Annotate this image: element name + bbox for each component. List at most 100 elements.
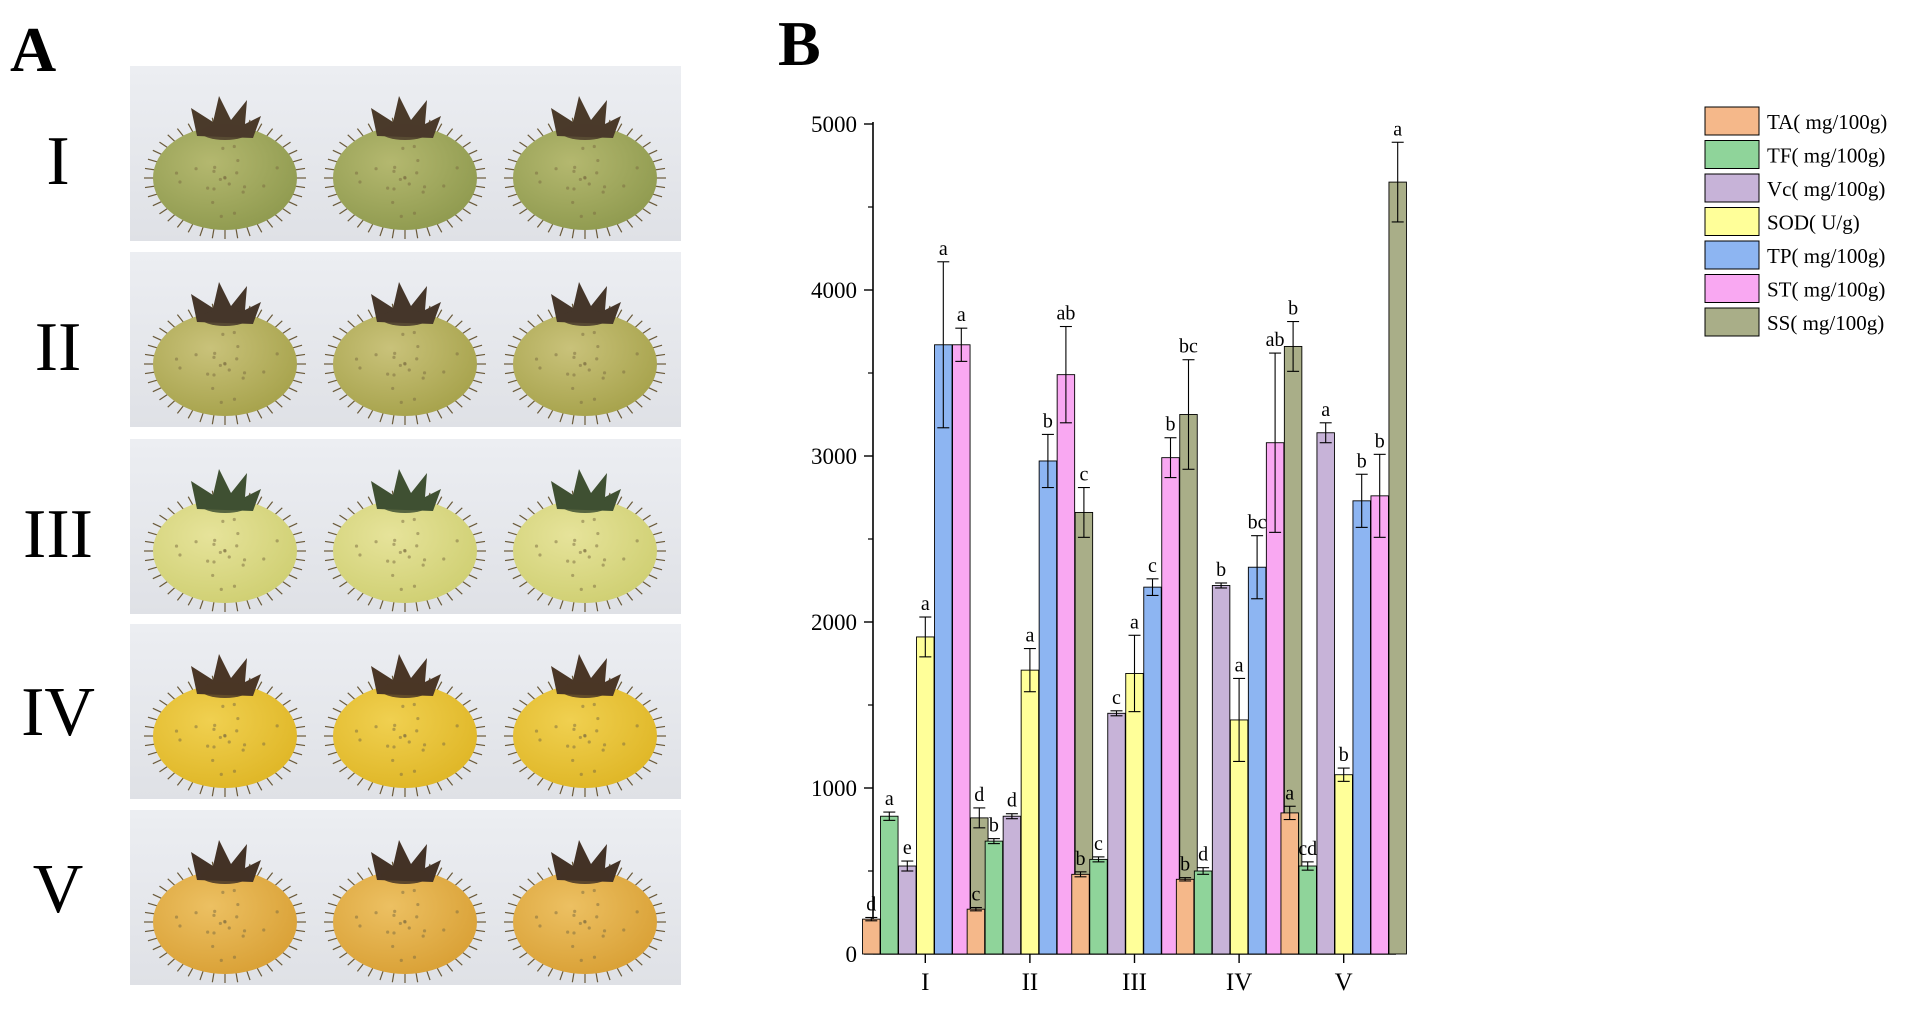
significance-letter: b bbox=[1216, 559, 1226, 581]
bar bbox=[1388, 181, 1407, 955]
fruit-photo-stage-v bbox=[130, 810, 681, 985]
fruit-photo-stage-iii bbox=[130, 439, 681, 614]
legend-swatch bbox=[1704, 106, 1760, 136]
panel-label-a: A bbox=[10, 14, 57, 85]
stage-label-iv: IV bbox=[21, 674, 95, 751]
significance-letter: b bbox=[1288, 298, 1298, 320]
bar bbox=[1056, 374, 1076, 955]
legend-swatch bbox=[1704, 140, 1760, 169]
fruit-2 bbox=[324, 96, 486, 239]
fruit-1 bbox=[144, 840, 306, 983]
fruit-2 bbox=[324, 282, 486, 425]
significance-letter: a bbox=[1321, 399, 1330, 421]
fruit-1 bbox=[144, 654, 306, 797]
fruit-photo-stage-iv bbox=[130, 624, 681, 799]
bar bbox=[1038, 460, 1058, 955]
significance-letter: a bbox=[939, 238, 948, 260]
bar bbox=[1316, 432, 1335, 955]
y-tick-label: 5000 bbox=[811, 112, 857, 137]
bar bbox=[1370, 495, 1389, 955]
fruit-3 bbox=[504, 840, 666, 983]
legend-label: SS( mg/100g) bbox=[1767, 311, 1884, 335]
y-tick-label: 1000 bbox=[811, 776, 857, 801]
bar bbox=[898, 865, 917, 955]
legend-swatch bbox=[1704, 207, 1760, 236]
legend-swatch bbox=[1704, 173, 1760, 203]
fruit-3 bbox=[504, 282, 666, 425]
y-tick-label: 3000 bbox=[811, 444, 857, 469]
significance-letter: b bbox=[1043, 410, 1053, 432]
significance-letter: cd bbox=[1298, 838, 1317, 860]
significance-letter: a bbox=[885, 788, 894, 810]
significance-letter: c bbox=[1148, 555, 1157, 577]
significance-letter: b bbox=[1180, 854, 1190, 876]
x-tick-label: III bbox=[1122, 969, 1147, 996]
legend-swatch bbox=[1704, 240, 1760, 270]
significance-letter: ab bbox=[1266, 329, 1285, 351]
significance-letter: c bbox=[1112, 687, 1121, 709]
significance-letter: c bbox=[1094, 833, 1103, 855]
bar bbox=[1175, 878, 1195, 955]
bar bbox=[1247, 566, 1267, 955]
bar bbox=[1020, 669, 1040, 955]
fruit-2 bbox=[324, 840, 486, 983]
y-tick-label: 4000 bbox=[811, 278, 857, 303]
significance-letter: d bbox=[1007, 790, 1017, 812]
x-tick-label: I bbox=[921, 969, 929, 996]
bar bbox=[1334, 774, 1353, 955]
bar bbox=[1211, 585, 1231, 955]
fruit-photo-stage-i bbox=[130, 66, 681, 241]
bar bbox=[952, 344, 971, 955]
significance-letter: d bbox=[866, 893, 876, 915]
legend-label: TP( mg/100g) bbox=[1767, 244, 1885, 268]
significance-letter: e bbox=[903, 837, 912, 859]
fruit-photo-stage-ii bbox=[130, 252, 681, 427]
panel-label-b: B bbox=[778, 8, 821, 79]
significance-letter: b bbox=[989, 815, 999, 837]
significance-letter: d bbox=[974, 784, 984, 806]
fruit-1 bbox=[144, 469, 306, 612]
x-tick-label: II bbox=[1022, 969, 1039, 996]
legend-label: SOD( U/g) bbox=[1767, 211, 1860, 235]
bar bbox=[934, 344, 953, 955]
significance-letter: a bbox=[1025, 625, 1034, 647]
y-tick-label: 0 bbox=[846, 942, 858, 967]
significance-letter: c bbox=[1079, 464, 1088, 486]
bar bbox=[1352, 500, 1371, 955]
significance-letter: ab bbox=[1056, 303, 1075, 325]
significance-letter: d bbox=[1198, 844, 1208, 866]
significance-letter: a bbox=[1285, 782, 1294, 804]
fruit-2 bbox=[324, 654, 486, 797]
bar bbox=[880, 815, 899, 955]
significance-letter: a bbox=[921, 593, 930, 615]
fruit-1 bbox=[144, 282, 306, 425]
stage-label-ii: II bbox=[34, 309, 82, 386]
significance-letter: b bbox=[1166, 414, 1176, 436]
legend-swatch bbox=[1704, 274, 1760, 303]
fruit-3 bbox=[504, 654, 666, 797]
bar bbox=[1125, 673, 1144, 955]
bar bbox=[1193, 870, 1213, 955]
x-tick-label: V bbox=[1335, 969, 1353, 996]
bar bbox=[1298, 865, 1317, 955]
bar bbox=[1089, 858, 1108, 955]
stage-label-iii: III bbox=[23, 496, 93, 573]
significance-letter: b bbox=[1357, 450, 1367, 472]
bar bbox=[862, 918, 881, 955]
y-tick-label: 2000 bbox=[811, 610, 857, 635]
significance-letter: bc bbox=[1179, 336, 1198, 358]
legend-label: ST( mg/100g) bbox=[1767, 278, 1885, 302]
significance-letter: b bbox=[1375, 430, 1385, 452]
legend-label: Vc( mg/100g) bbox=[1767, 177, 1885, 201]
fruit-3 bbox=[504, 469, 666, 612]
significance-letter: c bbox=[971, 884, 980, 906]
significance-letter: a bbox=[957, 304, 966, 326]
bar bbox=[1071, 873, 1090, 955]
bar bbox=[916, 636, 935, 955]
x-tick-label: IV bbox=[1226, 969, 1252, 996]
bar bbox=[1280, 812, 1299, 955]
significance-letter: b bbox=[1076, 848, 1086, 870]
bar bbox=[1002, 815, 1022, 955]
fruit-2 bbox=[324, 469, 486, 612]
